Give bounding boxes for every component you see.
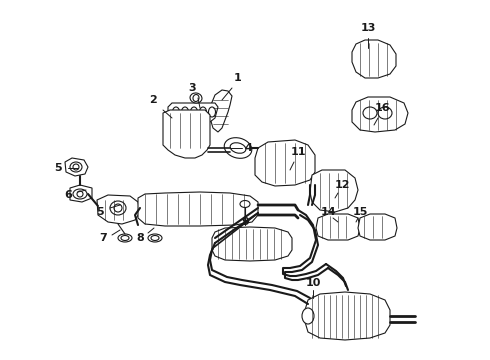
Text: 14: 14	[320, 207, 336, 217]
Polygon shape	[138, 192, 258, 226]
Text: 3: 3	[188, 83, 196, 93]
Polygon shape	[316, 214, 360, 240]
Ellipse shape	[118, 234, 132, 242]
Ellipse shape	[224, 138, 252, 158]
Ellipse shape	[230, 143, 246, 153]
Ellipse shape	[172, 107, 179, 117]
Text: 2: 2	[149, 95, 157, 105]
Text: 6: 6	[64, 190, 72, 200]
Ellipse shape	[190, 93, 202, 103]
Text: 4: 4	[244, 143, 252, 153]
Ellipse shape	[193, 95, 199, 102]
Polygon shape	[65, 158, 88, 176]
Text: 5: 5	[54, 163, 62, 173]
Polygon shape	[97, 195, 140, 224]
Ellipse shape	[114, 204, 122, 212]
Polygon shape	[210, 90, 232, 132]
Polygon shape	[212, 227, 292, 261]
Ellipse shape	[302, 308, 314, 324]
Text: 13: 13	[360, 23, 376, 33]
Polygon shape	[358, 214, 397, 240]
Ellipse shape	[378, 107, 392, 119]
Text: 8: 8	[136, 233, 144, 243]
Polygon shape	[305, 292, 390, 340]
Ellipse shape	[121, 235, 129, 240]
Ellipse shape	[110, 201, 126, 215]
Text: 16: 16	[374, 103, 390, 113]
Ellipse shape	[191, 107, 197, 117]
Polygon shape	[163, 110, 210, 158]
Text: 10: 10	[305, 278, 320, 288]
Ellipse shape	[77, 191, 83, 197]
Text: 11: 11	[290, 147, 306, 157]
Polygon shape	[255, 140, 315, 186]
Polygon shape	[352, 40, 396, 78]
Text: 5: 5	[96, 207, 104, 217]
Text: 12: 12	[334, 180, 350, 190]
Text: 15: 15	[352, 207, 368, 217]
Polygon shape	[70, 185, 92, 202]
Ellipse shape	[148, 234, 162, 242]
Text: 7: 7	[99, 233, 107, 243]
Ellipse shape	[73, 189, 87, 199]
Text: 1: 1	[234, 73, 242, 83]
Ellipse shape	[181, 107, 189, 117]
Polygon shape	[352, 97, 408, 132]
Text: 9: 9	[241, 217, 249, 227]
Ellipse shape	[240, 201, 250, 207]
Ellipse shape	[199, 107, 206, 117]
Ellipse shape	[70, 162, 82, 172]
Ellipse shape	[151, 235, 159, 240]
Polygon shape	[168, 103, 218, 122]
Polygon shape	[310, 170, 358, 212]
Ellipse shape	[73, 164, 79, 170]
Ellipse shape	[209, 107, 216, 117]
Ellipse shape	[363, 107, 377, 119]
